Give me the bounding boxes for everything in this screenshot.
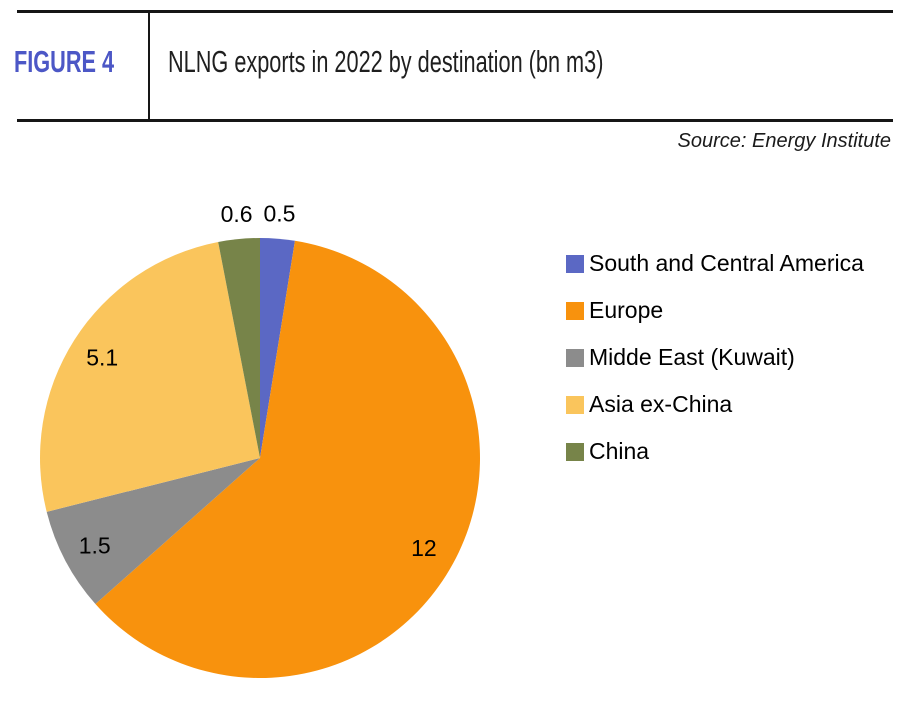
header-vertical-divider (148, 11, 150, 120)
pie-slice-0 (260, 238, 295, 458)
pie-chart: 0.5 12 1.5 5.1 0.6 (40, 201, 480, 678)
legend-swatch-china (566, 442, 584, 461)
pie-slice-1 (95, 240, 480, 678)
legend-swatch-south-and-central-america (566, 254, 584, 273)
legend-label: Asia ex-China (589, 391, 733, 417)
pie-data-label-3: 5.1 (86, 345, 118, 371)
top-rule (17, 10, 893, 13)
pie-data-label-2: 1.5 (79, 532, 111, 558)
legend-label: Midde East (Kuwait) (589, 344, 795, 370)
pie-slice-2 (46, 458, 260, 604)
pie-data-label-4: 0.6 (221, 201, 253, 227)
pie-slice-4 (218, 238, 260, 458)
chart-title-text: NLNG exports in 2022 by destination (bn … (168, 44, 604, 79)
legend-label: China (589, 438, 650, 464)
legend-item-europe: Europe (566, 287, 864, 334)
chart-title: NLNG exports in 2022 by destination (bn … (168, 46, 790, 77)
legend-item-middle-east-kuwait: Midde East (Kuwait) (566, 334, 864, 381)
pie-data-label-0: 0.5 (264, 201, 296, 227)
legend-item-china: China (566, 428, 864, 475)
legend-swatch-middle-east-kuwait (566, 348, 584, 367)
legend-item-south-and-central-america: South and Central America (566, 240, 864, 287)
pie-data-label-1: 12 (411, 535, 437, 561)
legend-swatch-asia-ex-china (566, 395, 584, 414)
legend-label: South and Central America (589, 250, 864, 276)
legend-label: Europe (589, 297, 664, 323)
pie-slice-3 (40, 242, 261, 512)
figure-number-label: FIGURE 4 (14, 46, 157, 77)
legend-swatch-europe (566, 301, 584, 320)
legend-item-asia-ex-china: Asia ex-China (566, 381, 864, 428)
chart-legend: South and Central America Europe Midde E… (566, 240, 864, 475)
figure-number-text: FIGURE 4 (14, 44, 115, 79)
source-attribution: Source: Energy Institute (677, 130, 891, 152)
header-bottom-rule (17, 119, 893, 122)
